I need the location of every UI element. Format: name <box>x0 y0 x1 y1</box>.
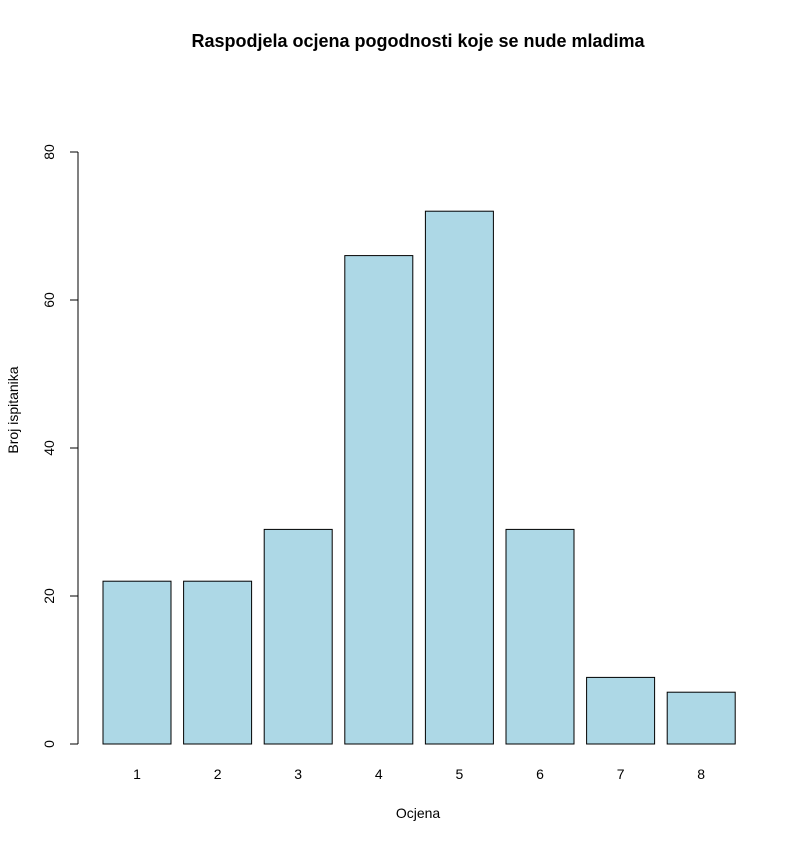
bar-4 <box>344 255 414 745</box>
x-tick-label-4: 4 <box>375 766 383 782</box>
y-axis: 0 20 40 60 80 <box>41 144 79 748</box>
y-tick-label-40: 40 <box>41 440 57 456</box>
x-tick-label-5: 5 <box>456 766 464 782</box>
y-tick-label-60: 60 <box>41 292 57 308</box>
bar-7 <box>586 676 656 745</box>
bar-2 <box>183 580 253 745</box>
chart-title: Raspodjela ocjena pogodnosti koje se nud… <box>191 31 645 51</box>
y-axis-title: Broj ispitanika <box>5 366 21 453</box>
y-tick-label-0: 0 <box>41 740 57 748</box>
bar-1 <box>102 580 172 745</box>
x-axis-title: Ocjena <box>396 805 441 821</box>
x-tick-label-2: 2 <box>214 766 222 782</box>
y-tick-label-80: 80 <box>41 144 57 160</box>
bar-6 <box>505 528 575 745</box>
bar-3 <box>263 528 333 745</box>
x-tick-label-8: 8 <box>697 766 705 782</box>
bar-5 <box>424 210 494 745</box>
x-tick-labels: 1 2 3 4 5 6 7 8 <box>133 766 705 782</box>
x-tick-label-3: 3 <box>294 766 302 782</box>
x-tick-label-7: 7 <box>617 766 625 782</box>
x-tick-label-6: 6 <box>536 766 544 782</box>
bar-8 <box>666 691 736 745</box>
x-tick-label-1: 1 <box>133 766 141 782</box>
bars-group <box>102 210 736 745</box>
y-tick-label-20: 20 <box>41 588 57 604</box>
